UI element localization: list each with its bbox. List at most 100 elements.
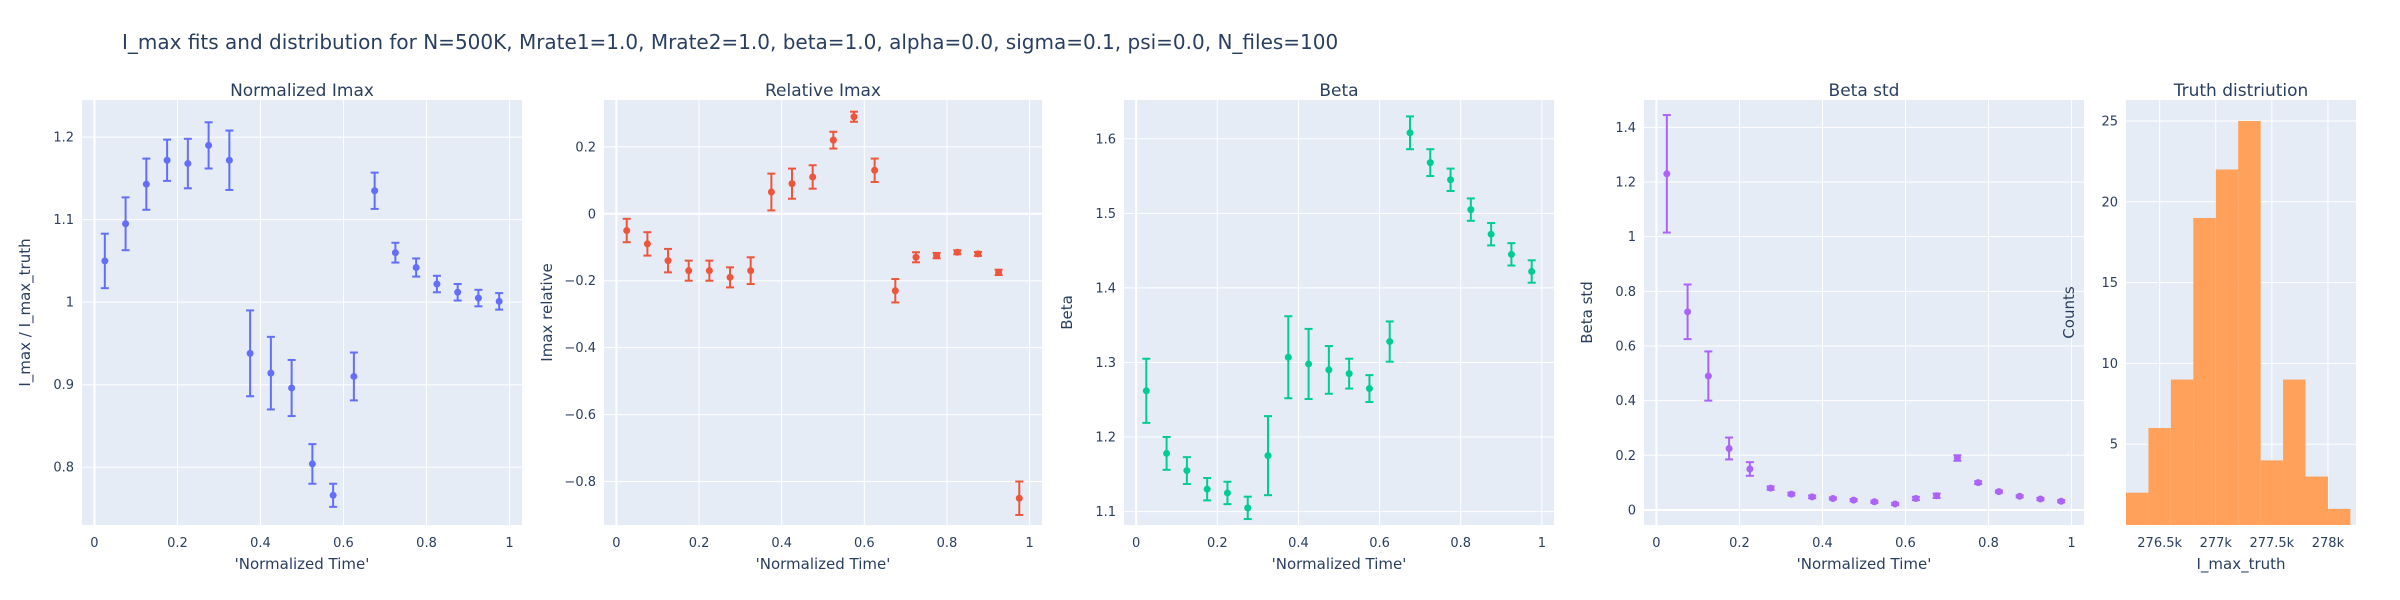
y-tick-label: 5 [2110,438,2118,453]
data-point [122,220,130,228]
data-point [412,264,420,272]
x-tick-label: 0 [90,536,98,551]
histogram-bar [2327,508,2351,525]
data-point [643,240,651,248]
data-point [1223,489,1231,497]
y-tick-label: 1.4 [1095,281,1116,296]
x-axis-label: 'Normalized Time' [235,555,370,573]
data-point [664,257,672,265]
data-point [1426,159,1434,167]
data-point [1787,490,1795,498]
y-tick-label: 0.6 [1615,339,1636,354]
data-point [495,297,503,305]
data-point [1870,498,1878,506]
y-tick-label: 0.4 [1615,394,1636,409]
figure-title: I_max fits and distribution for N=500K, … [122,30,1339,54]
x-axis-label: I_max_truth [2196,555,2285,574]
histogram-bar [2238,121,2261,526]
data-point [1912,494,1920,502]
x-tick-label: 0.4 [1812,536,1833,551]
data-point [1725,444,1733,452]
data-point [246,349,254,357]
data-point [788,180,796,188]
data-point [747,267,755,275]
histogram-bar [2193,217,2216,526]
data-point [1447,176,1455,184]
data-point [1183,467,1191,475]
data-point [1487,230,1495,238]
data-point [184,160,192,168]
data-point [850,113,858,121]
data-point [726,273,734,281]
plot-background [1124,100,1554,525]
x-tick-label: 1 [1538,536,1546,551]
x-tick-label: 0.8 [1450,536,1471,551]
data-point [1325,366,1333,374]
y-axis-label: Beta [1058,295,1076,330]
y-tick-label: 1.2 [53,131,74,146]
y-tick-label: 1.4 [1615,121,1636,136]
data-point [871,166,879,174]
x-axis-label: 'Normalized Time' [1797,555,1932,573]
subplot-title: Normalized Imax [230,81,374,101]
data-point [142,180,150,188]
data-point [1891,500,1899,508]
data-point [933,252,941,260]
x-tick-label: 0.6 [854,536,875,551]
plot-background [1644,100,2084,525]
data-point [1704,372,1712,380]
subplot-title: Truth distriution [2173,81,2309,101]
data-point [1305,360,1313,368]
data-point [1507,250,1515,258]
data-point [974,250,982,258]
x-tick-label: 0.8 [937,536,958,551]
data-point [1386,338,1394,346]
plot-background [604,100,1042,525]
data-point [685,267,693,275]
x-tick-label: 1 [505,536,513,551]
x-axis-label: 'Normalized Time' [1272,555,1407,573]
x-axis-label: 'Normalized Time' [756,555,891,573]
x-tick-label: 276.5k [2137,536,2182,551]
histogram-bar [2283,379,2306,525]
y-tick-label: 20 [2101,195,2118,210]
data-point [995,268,1003,276]
y-tick-label: 0.2 [575,140,596,155]
y-tick-label: 0 [588,207,596,222]
x-tick-label: 277.5k [2249,536,2294,551]
data-point [1933,492,1941,500]
data-point [474,294,482,302]
data-point [205,141,213,149]
data-point [1365,385,1373,393]
x-tick-label: 0.4 [771,536,792,551]
data-point [1244,504,1252,512]
histogram-bar [2148,428,2171,525]
data-point [953,248,961,256]
x-tick-label: 0.6 [1369,536,1390,551]
y-tick-label: 1 [66,296,74,311]
data-point [1850,496,1858,504]
histogram-bar [2305,476,2328,525]
y-tick-label: 0.2 [1615,449,1636,464]
subplot-title: Beta [1319,81,1358,101]
data-point [1406,129,1414,137]
subplot-title: Beta std [1829,81,1900,101]
data-point [1808,493,1816,501]
data-point [1203,485,1211,493]
y-tick-label: 0 [1628,503,1636,518]
data-point [371,187,379,195]
y-tick-label: 10 [2101,357,2118,372]
x-tick-label: 0.6 [333,536,354,551]
y-axis-label: Imax relative [538,263,556,361]
data-point [308,460,316,468]
histogram-bar [2260,460,2284,525]
subplot-1: 0 0.2 0.4 0.6 0.8 1 0.8 0.9 1 1.1 1.2 Normalized Im… [16,81,522,573]
data-point [1829,494,1837,502]
x-tick-label: 0.2 [689,536,710,551]
data-point [225,156,233,164]
x-tick-label: 0.4 [1288,536,1309,551]
y-tick-label: 1.5 [1095,207,1116,222]
data-point [891,287,899,295]
